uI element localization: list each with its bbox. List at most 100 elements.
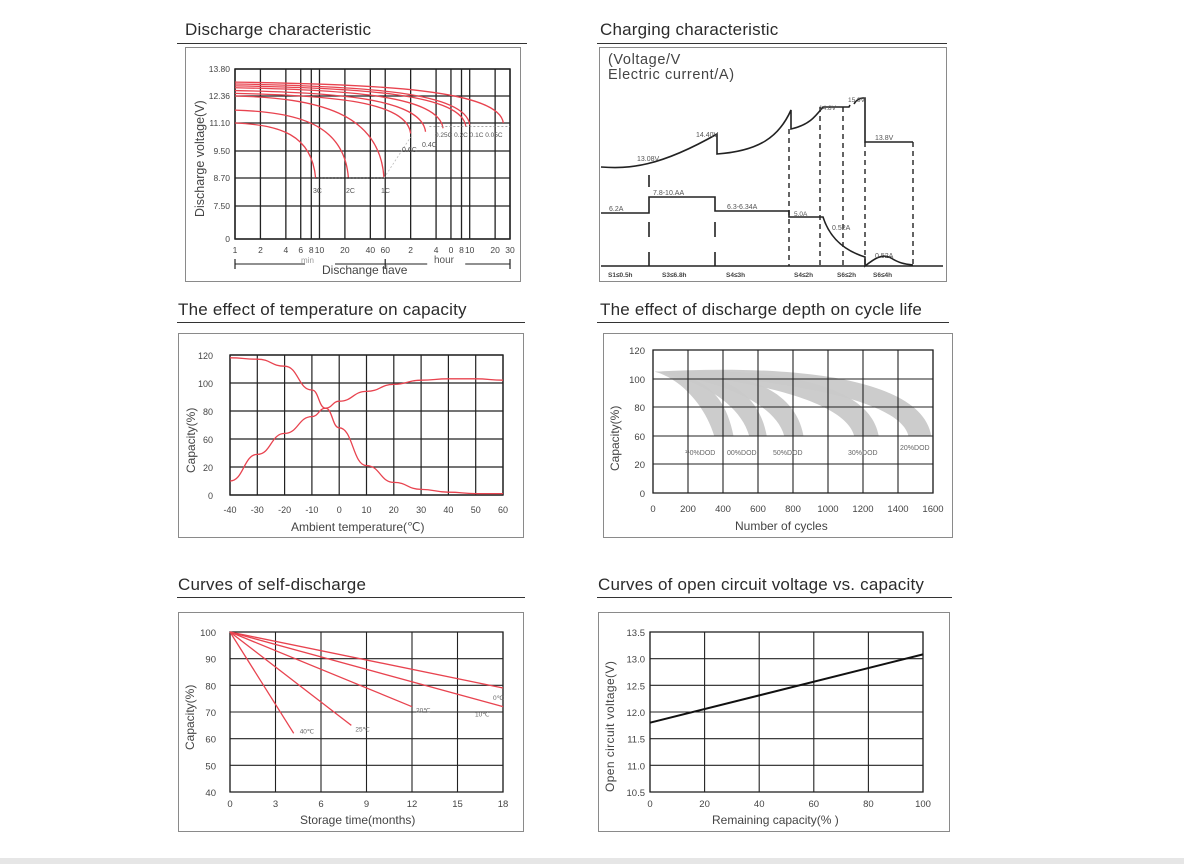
y-tick-label: 20 (203, 463, 213, 473)
stage-label: S4≤3h (726, 272, 745, 279)
charging-title: Charging characteristic (600, 20, 779, 39)
x-tick-label: 1400 (887, 504, 908, 515)
x-tick-label: 10 (315, 245, 325, 255)
discharge-chart: 1 2 4 6 8 10 20 40 60 2 4 0 8 10 20 3013.8012.3611.109.… (193, 64, 515, 277)
x-tick-label: 18 (498, 799, 509, 810)
x-tick-label: 1600 (922, 504, 943, 515)
y-tick-label: 80 (203, 407, 213, 417)
y-tick-label: 0 (208, 491, 213, 501)
current-label: 7.8-10.AA (653, 190, 684, 197)
current-label: 6.3-6.34A (727, 204, 758, 211)
x-tick-label: 40 (443, 505, 453, 515)
x-tick-label: 0 (337, 505, 342, 515)
x-tick-label: 60 (498, 505, 508, 515)
series-label: 20℃ (416, 708, 431, 715)
y-tick-label: 10.5 (627, 788, 646, 799)
curve-label-rest: 0.25C 0.2C 0.1C 0.05C (435, 132, 503, 139)
temperature-frame (178, 333, 524, 538)
discharge-curve-2C (234, 109, 350, 179)
charging-chart: (Voltage/V Electric current/A) 13.08V 14… (600, 52, 943, 279)
self-discharge-title-rule (177, 597, 525, 598)
y-tick-label: 11.10 (209, 118, 230, 128)
y-tick-label: 12.0 (627, 708, 646, 719)
x-tick-label: 30 (416, 505, 426, 515)
curve-label-06c: 0.6C (402, 147, 417, 154)
stage-label: S6≤2h (837, 272, 856, 279)
discharge-curve-0.6C (234, 92, 412, 134)
voltage-label: 13.08V (637, 156, 660, 163)
series-label: 0℃ (493, 695, 505, 702)
discharge-curve-0.1C (234, 83, 471, 125)
current-label: 0.52A (875, 253, 894, 260)
y-tick-label: 70 (205, 708, 216, 719)
discharge-curve-0.4C (234, 89, 427, 132)
voltage-curve (600, 97, 913, 169)
cycle-band-50%DOD (654, 371, 804, 436)
stage-label: S4≤2h (794, 272, 813, 279)
x-tick-label: 600 (750, 504, 766, 515)
y-tick-label: 100 (198, 379, 213, 389)
x-tick-label: 12 (407, 799, 418, 810)
x-tick-label: 0 (647, 799, 652, 810)
x-tick-label: 10 (465, 245, 475, 255)
x-tick-label: 2 (408, 245, 413, 255)
y-label-line2: Electric current/A) (608, 67, 735, 83)
x-tick-label: 0 (650, 504, 655, 515)
x-tick-label: -20 (278, 505, 291, 515)
curve-label-2c: 2C (346, 188, 355, 195)
y-axis-label: Capacity(%) (184, 408, 198, 473)
x-tick-label: 20 (699, 799, 710, 810)
x-tick-label: 60 (380, 245, 390, 255)
y-tick-label: 90 (205, 655, 216, 666)
x-axis-label: Ambient temperature(℃) (291, 520, 425, 534)
y-axis-label: Open circuit voltage(V) (603, 661, 617, 792)
x-tick-label: 800 (785, 504, 801, 515)
self-discharge-line-40℃ (229, 631, 295, 734)
temperature-curve-capacity (229, 378, 504, 482)
voltage-label: 15.9V (848, 97, 866, 104)
x-axis-label: Remaining capacity(% ) (712, 813, 839, 827)
self-discharge-frame (178, 612, 524, 832)
y-tick-label: 20 (634, 460, 645, 471)
x-tick-label: 15 (452, 799, 463, 810)
x-tick-label: -10 (305, 505, 318, 515)
y-tick-label: 80 (205, 681, 216, 692)
x-tick-label: 60 (809, 799, 820, 810)
series-label: 40℃ (300, 728, 315, 735)
band-label: 20%DOD (900, 445, 930, 452)
cycle-life-title-rule (597, 322, 949, 323)
x-tick-label: -40 (223, 505, 236, 515)
stage-label: S1≤0.5h (608, 272, 633, 279)
y-tick-label: 0 (640, 489, 645, 500)
bottom-scroll-edge (0, 858, 1184, 864)
discharge-curve-0.25C (234, 87, 444, 129)
x-tick-label: 8 (459, 245, 464, 255)
x-axis-label: Storage time(months) (300, 813, 415, 827)
x-tick-label: 40 (754, 799, 765, 810)
y-tick-label: 13.0 (627, 655, 646, 666)
discharge-title-rule (177, 43, 527, 44)
x-axis-label: Number of cycles (735, 519, 828, 533)
charging-title-rule (597, 43, 947, 44)
discharge-title: Discharge characteristic (185, 20, 372, 39)
cycle-band-20%DOD (654, 369, 932, 436)
ocv-line (649, 653, 924, 724)
x-tick-label: 100 (915, 799, 931, 810)
series-label: 10℃ (475, 712, 490, 719)
ocv-title: Curves of open circuit voltage vs. capac… (598, 575, 925, 594)
x-tick-label: 1 (233, 245, 238, 255)
cycle-life-title: The effect of discharge depth on cycle l… (600, 300, 923, 319)
voltage-label: 14.8V (819, 105, 837, 112)
x-tick-label: 400 (715, 504, 731, 515)
x-tick-label: 3 (273, 799, 278, 810)
x-tick-label: 20 (389, 505, 399, 515)
y-tick-label: 11.5 (627, 735, 645, 746)
charging-frame (599, 47, 947, 282)
y-tick-label: 12.36 (209, 91, 231, 101)
x-tick-label: 20 (340, 245, 350, 255)
y-tick-label: 120 (629, 346, 645, 357)
temperature-chart: -40 -30 -20 -10 0 10 20 30 40 50 60 120 100 80 60 20 0 C… (184, 351, 508, 534)
y-tick-label: 0 (225, 234, 230, 244)
current-label: 5.0A (794, 211, 808, 218)
x-tick-label: 2 (258, 245, 263, 255)
